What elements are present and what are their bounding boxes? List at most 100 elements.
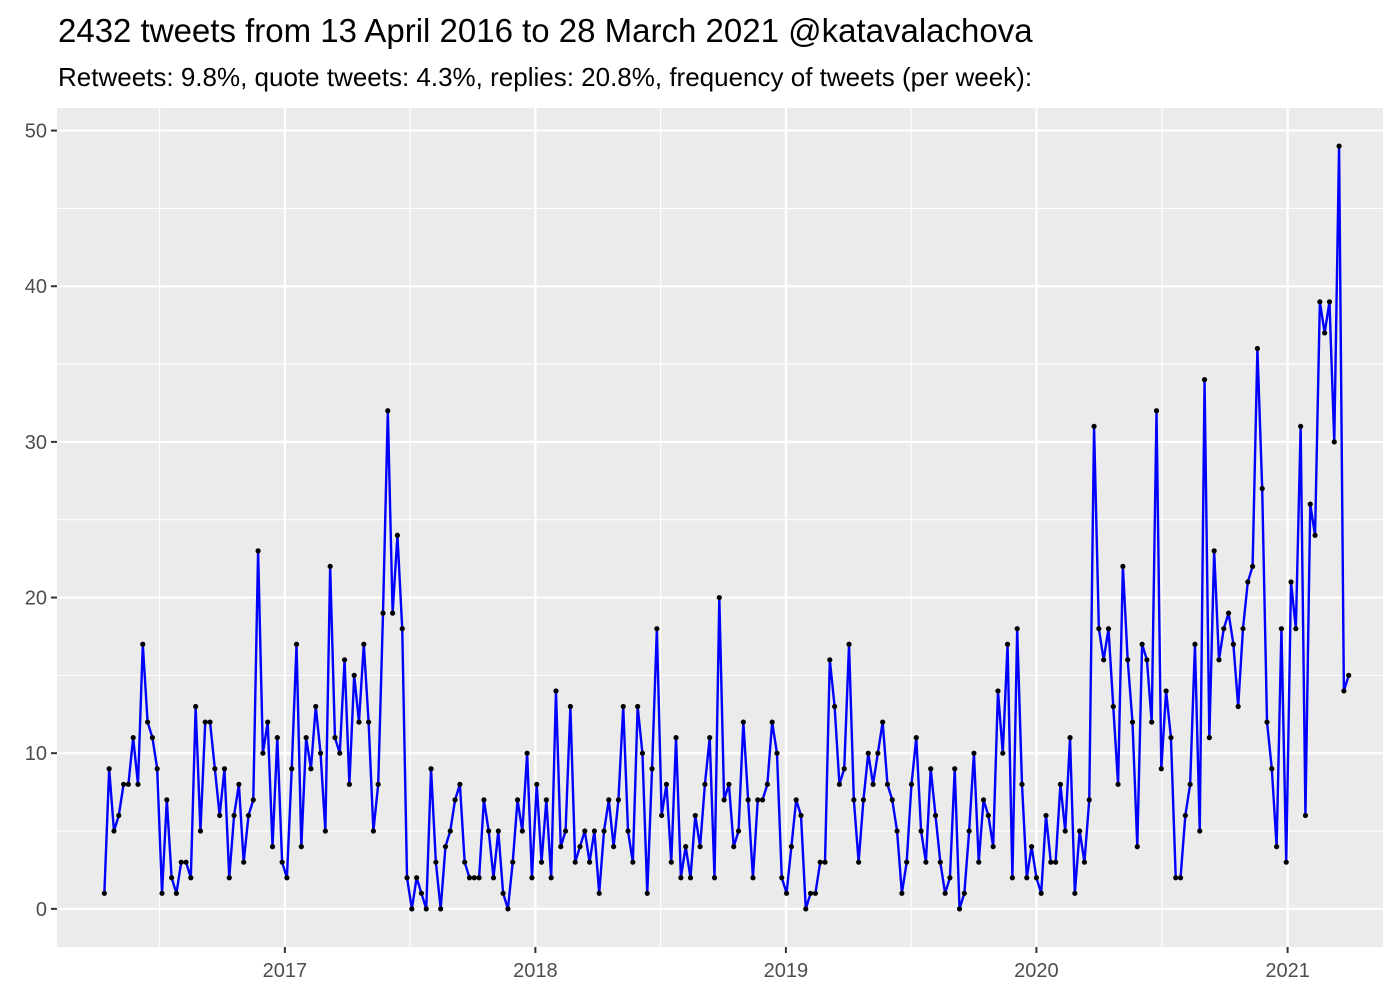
data-point: [221, 766, 228, 772]
data-point: [1091, 423, 1097, 429]
data-point: [683, 844, 689, 850]
data-point: [577, 844, 583, 850]
data-point: [860, 797, 867, 803]
data-point: [788, 844, 794, 850]
data-point: [169, 875, 175, 881]
data-point: [697, 844, 703, 850]
axes: 0 10 20 30 40 50 2017 2018 2019 2020 2021: [25, 121, 1310, 982]
data-point: [385, 408, 391, 414]
data-point: [1254, 345, 1260, 352]
data-point: [1326, 299, 1333, 305]
data-point: [620, 703, 626, 710]
data-point: [884, 781, 891, 787]
data-point: [265, 719, 271, 725]
data-point: [952, 766, 958, 772]
data-point: [976, 859, 982, 865]
data-point: [1322, 330, 1328, 336]
data-point: [380, 610, 386, 616]
data-point: [308, 766, 314, 772]
y-tick-label: 10: [25, 743, 47, 765]
data-point: [707, 735, 713, 741]
data-point: [875, 750, 881, 756]
data-point: [476, 875, 482, 881]
data-point: [197, 828, 204, 834]
data-point: [1033, 875, 1039, 881]
x-tick-label: 2017: [263, 960, 308, 982]
data-point: [1168, 735, 1174, 741]
data-point: [1206, 735, 1212, 741]
data-point: [750, 875, 756, 881]
data-point: [284, 875, 290, 881]
data-point: [1105, 626, 1112, 632]
data-point: [980, 797, 987, 803]
data-point: [1077, 828, 1083, 834]
data-point: [558, 844, 564, 850]
data-point: [880, 719, 886, 725]
data-point: [375, 781, 381, 787]
data-point: [740, 719, 746, 725]
data-point: [1221, 626, 1227, 632]
y-tick-label: 50: [25, 121, 47, 143]
data-point: [990, 844, 996, 850]
data-point: [774, 750, 780, 756]
data-point: [1341, 688, 1347, 694]
data-point: [913, 735, 919, 741]
data-point: [1177, 875, 1184, 881]
data-point: [803, 906, 809, 912]
data-point: [423, 906, 429, 912]
data-point: [663, 781, 670, 787]
data-point: [1274, 844, 1280, 850]
data-point: [1298, 423, 1304, 429]
chart-subtitle: Retweets: 9.8%, quote tweets: 4.3%, repl…: [58, 62, 1033, 92]
data-point: [678, 875, 684, 881]
data-point: [923, 859, 929, 865]
data-point: [1293, 626, 1299, 632]
data-point: [711, 875, 718, 881]
data-point: [183, 859, 189, 865]
data-point: [457, 781, 463, 787]
data-point: [327, 563, 333, 570]
data-point: [217, 812, 223, 819]
data-point: [639, 750, 646, 756]
data-point: [433, 859, 439, 865]
data-point: [1259, 485, 1265, 492]
data-point: [337, 750, 343, 756]
data-point: [1096, 626, 1102, 632]
data-point: [1004, 641, 1011, 647]
data-point: [601, 828, 607, 834]
y-tick-label: 30: [25, 432, 47, 454]
data-point: [505, 906, 511, 912]
data-point: [534, 781, 540, 787]
data-point: [125, 781, 131, 787]
data-point: [399, 626, 405, 632]
minor-gridlines: [57, 108, 1383, 947]
data-point: [120, 781, 127, 787]
data-point: [918, 828, 924, 834]
data-point: [1115, 781, 1121, 787]
data-point: [519, 828, 525, 834]
data-point: [764, 781, 770, 787]
data-point: [947, 875, 953, 881]
data-point: [596, 890, 602, 896]
data-point: [1216, 657, 1222, 663]
data-point: [1019, 781, 1025, 787]
data-point: [587, 859, 593, 865]
data-point: [904, 859, 910, 865]
data-point: [1086, 797, 1092, 803]
data-point: [1197, 828, 1203, 834]
data-point: [1312, 532, 1318, 538]
data-point: [1331, 439, 1337, 445]
data-point: [1201, 377, 1208, 383]
data-point: [961, 890, 967, 896]
data-point: [140, 641, 146, 647]
data-point: [116, 812, 122, 819]
data-point: [841, 766, 847, 772]
data-point: [293, 641, 300, 647]
data-point: [668, 859, 674, 865]
data-point: [193, 703, 199, 710]
data-point: [529, 875, 535, 881]
data-point: [341, 657, 348, 663]
data-point: [942, 890, 948, 896]
data-point: [289, 766, 295, 772]
data-point: [793, 797, 799, 803]
